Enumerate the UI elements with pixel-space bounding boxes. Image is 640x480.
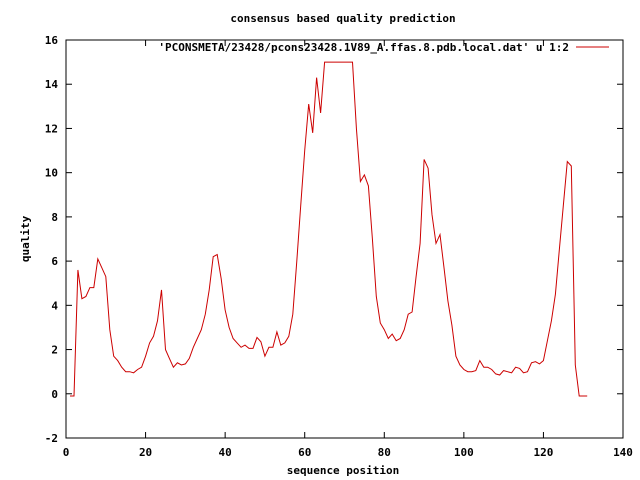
x-tick-label: 20	[139, 446, 152, 459]
series-layer	[70, 61, 588, 397]
y-tick-label: 0	[51, 388, 58, 401]
x-axis-label: sequence position	[287, 464, 400, 477]
x-tick-label: 140	[613, 446, 633, 459]
x-tick-label: 60	[298, 446, 311, 459]
x-tick-label: 80	[378, 446, 391, 459]
axis-ticks: 0 20 40 60 80 100 120 140 -2 0 2 4 6 8 10 12 14 16	[45, 34, 633, 459]
chart-title: consensus based quality prediction	[230, 12, 455, 25]
x-tick-label: 40	[219, 446, 232, 459]
series-line	[70, 61, 588, 397]
legend-entry-label: 'PCONSMETA/23428/pcons23428.1V89_A.ffas.…	[158, 41, 569, 54]
x-tick-label: 120	[533, 446, 553, 459]
legend: 'PCONSMETA/23428/pcons23428.1V89_A.ffas.…	[158, 41, 609, 54]
y-tick-label: 4	[51, 299, 58, 312]
y-axis-label: quality	[19, 215, 32, 262]
x-tick-label: 0	[63, 446, 70, 459]
x-tick-label: 100	[454, 446, 474, 459]
y-tick-label: 2	[51, 344, 58, 357]
y-tick-label: -2	[45, 432, 58, 445]
y-tick-label: 16	[45, 34, 59, 47]
y-tick-label: 14	[45, 78, 59, 91]
y-tick-label: 6	[51, 255, 58, 268]
plot-frame	[65, 39, 624, 439]
y-tick-label: 8	[51, 211, 58, 224]
y-tick-label: 12	[45, 122, 58, 135]
y-tick-label: 10	[45, 167, 58, 180]
